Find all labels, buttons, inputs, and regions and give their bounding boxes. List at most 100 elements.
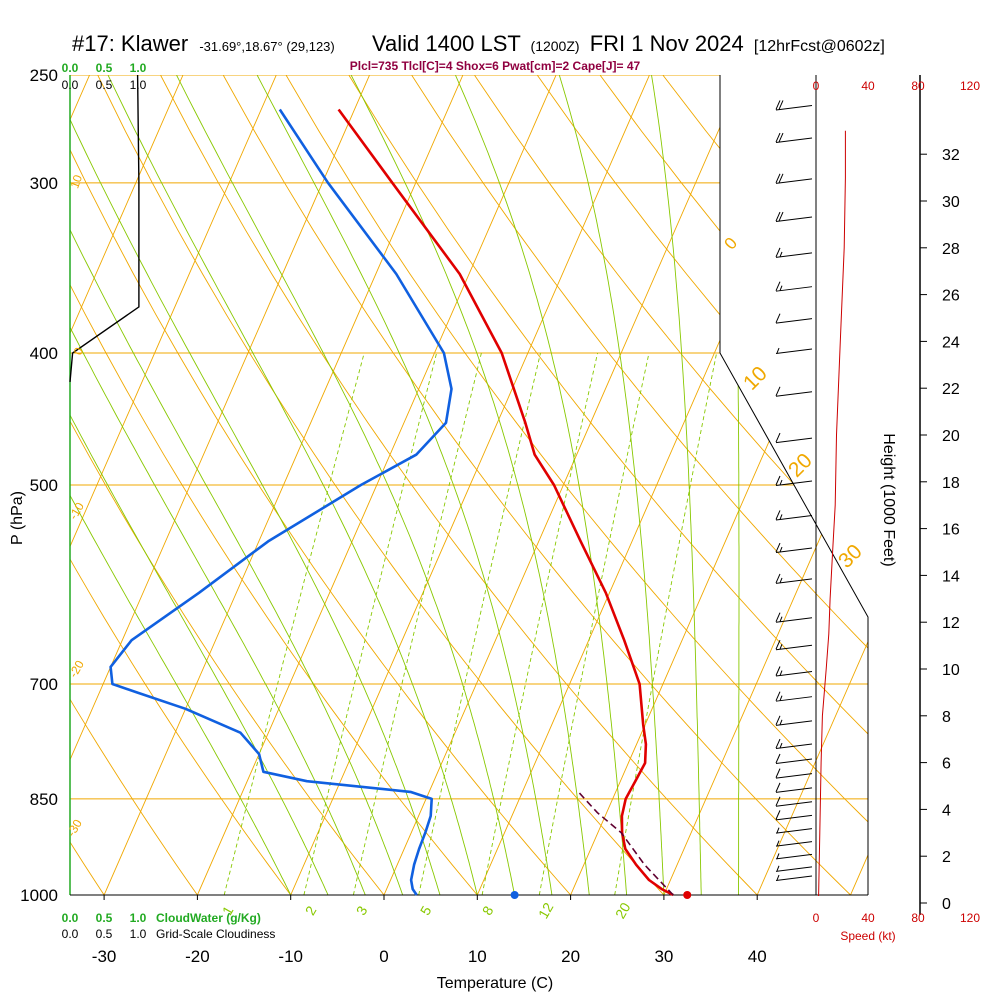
wind-barb	[775, 347, 813, 355]
wind-barb-flag	[775, 432, 781, 443]
wind-barb-flag	[775, 475, 781, 486]
moist-adiabat-line	[70, 75, 404, 895]
frame-right-edge	[719, 75, 869, 895]
cloudiness-line	[69, 74, 140, 382]
dry-adiabat-line	[222, 75, 851, 895]
height-tick-label: 0	[942, 896, 951, 913]
cloudwater-scale-bottom-label: 0.0	[62, 911, 79, 925]
wind-barb-staff	[775, 720, 813, 726]
isotherm-line	[290, 75, 650, 895]
wind-barb-staff	[775, 318, 813, 324]
wind-barb-staff	[775, 787, 813, 793]
cloudiness-scale-bottom-label: 0.5	[96, 927, 113, 941]
cloudiness-scale-top-label: 0.5	[96, 78, 113, 92]
wind-barb-flag	[775, 782, 781, 793]
wind-barb-half	[779, 670, 783, 676]
wind-barb-flag	[778, 211, 784, 222]
dry-adiabat-label: 30	[834, 540, 867, 573]
cloudiness-label: Grid-Scale Cloudiness	[156, 927, 275, 941]
height-tick-label: 26	[942, 288, 960, 305]
temperature-tick-label: -10	[278, 947, 303, 966]
dry-adiabat-label: 0	[720, 234, 741, 253]
wind-barb	[775, 853, 813, 860]
moist-adiabat-line	[558, 75, 665, 895]
isotherm-line	[103, 75, 464, 895]
temperature-tick-label: -30	[92, 947, 117, 966]
pressure-tick-label: 500	[30, 476, 58, 495]
height-tick-label: 18	[942, 475, 960, 492]
dry-adiabat-label: 10	[67, 173, 85, 191]
wind-barb	[775, 810, 813, 821]
wind-panel	[775, 100, 846, 897]
wind-barb	[775, 211, 813, 223]
dry-adiabat-line	[70, 75, 571, 895]
dry-adiabat-line	[70, 75, 478, 895]
wind-barb-flag	[775, 753, 781, 764]
wind-barb-staff	[775, 617, 813, 623]
wind-barb-flag	[775, 211, 781, 222]
height-tick-label: 20	[942, 428, 960, 445]
wind-barb	[775, 874, 813, 882]
wind-barb	[775, 313, 813, 324]
height-tick-label: 2	[942, 849, 951, 866]
wind-barb-half	[779, 644, 783, 650]
background-grid	[70, 75, 1000, 895]
wind-barb	[775, 753, 813, 765]
wind-barb-staff	[775, 743, 813, 750]
wind-barb-half	[779, 742, 783, 749]
wind-barb-staff	[775, 578, 813, 584]
wind-barb-half	[779, 719, 783, 726]
wind-barb-half	[776, 840, 780, 846]
dry-adiabat-line	[977, 75, 1000, 895]
isotherm-line	[196, 75, 557, 895]
wind-barb-half	[779, 285, 783, 291]
mixing-ratio-line	[481, 352, 599, 895]
wind-barb-staff	[775, 814, 813, 821]
mixing-ratio-line	[418, 352, 541, 895]
moist-adiabat-line	[70, 162, 329, 895]
speed-tick-top-label: 40	[861, 79, 875, 93]
height-tick-label: 32	[942, 147, 960, 164]
isotherm-line	[383, 75, 744, 895]
cloudiness-scale-bottom-label: 0.0	[62, 927, 79, 941]
isotherm-line	[70, 75, 277, 895]
wind-speed-line	[818, 130, 846, 897]
wind-barb-staff	[775, 758, 813, 765]
dry-adiabat-line	[70, 75, 385, 895]
wind-barb-half	[779, 546, 783, 553]
speed-tick-bottom-label: 120	[960, 911, 980, 925]
wind-barb-staff	[775, 696, 813, 702]
wind-barb-staff	[775, 547, 813, 554]
height-tick-label: 30	[942, 194, 960, 211]
wind-barb-half	[776, 827, 780, 833]
wind-barb	[775, 573, 813, 584]
wind-barb	[775, 691, 813, 702]
wind-barb-half	[776, 853, 780, 859]
cloudiness-scale-top-label: 0.0	[62, 78, 79, 92]
dry-adiabat-line	[160, 75, 758, 895]
speed-tick-top-label: 0	[813, 79, 820, 93]
moist-adiabat-line	[651, 75, 702, 895]
wind-barb-staff	[775, 828, 813, 834]
cloudwater-scale-top-label: 0.0	[62, 61, 79, 75]
dry-adiabat-line	[348, 75, 868, 895]
mixing-ratio-label: 20	[612, 900, 634, 922]
wind-barb-half	[776, 347, 780, 354]
height-tick-label: 14	[942, 568, 960, 585]
wind-barb-staff	[775, 514, 813, 521]
wind-barb-flag	[778, 132, 784, 143]
dry-adiabat-label: -30	[64, 817, 85, 839]
isotherm-line	[70, 75, 184, 895]
cloudwater-scale-bottom-label: 1.0	[130, 911, 147, 925]
temperature-line	[337, 108, 674, 897]
dry-adiabat-line	[70, 75, 292, 895]
wind-barb-staff	[775, 391, 813, 397]
wind-barb	[775, 796, 813, 807]
wind-barb	[775, 100, 813, 111]
chart-subtitle: Valid 1400 LST (1200Z) FRI 1 Nov 2024 [1…	[372, 31, 885, 56]
chart-title: #17: Klawer -31.69°,18.67° (29,123)	[72, 31, 335, 56]
temperature-axis-title: Temperature (C)	[437, 975, 553, 992]
wind-barb-staff	[775, 866, 813, 872]
wind-barb	[775, 827, 813, 834]
